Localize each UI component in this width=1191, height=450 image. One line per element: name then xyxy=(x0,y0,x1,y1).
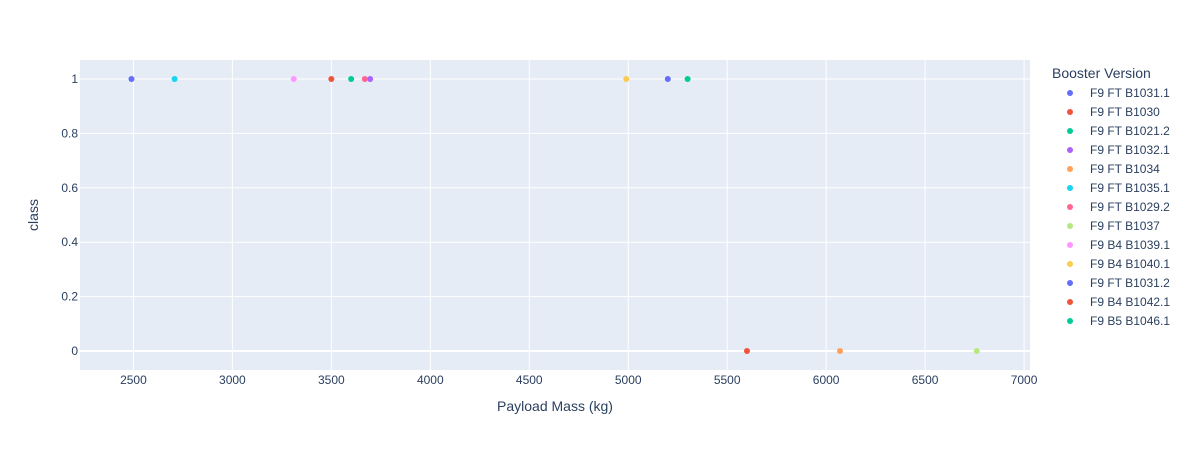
x-axis: 2500 3000 3500 4000 4500 5000 5500 6000 6500 7000 xyxy=(120,373,1038,387)
plot-area xyxy=(80,60,1030,370)
data-point[interactable] xyxy=(290,76,297,83)
data-point[interactable] xyxy=(348,76,355,83)
legend-item[interactable]: F9 FT B1030 xyxy=(1067,105,1160,119)
x-tick-label: 7000 xyxy=(1011,373,1038,387)
data-point[interactable] xyxy=(743,347,750,354)
y-axis: 0 0.2 0.4 0.6 0.8 1 xyxy=(61,72,78,358)
legend-item[interactable]: F9 FT B1035.1 xyxy=(1067,181,1170,195)
data-point[interactable] xyxy=(973,347,980,354)
data-point[interactable] xyxy=(361,76,368,83)
legend-marker xyxy=(1067,166,1073,172)
grid xyxy=(80,60,1030,370)
legend-label: F9 B4 B1042.1 xyxy=(1090,295,1170,309)
legend-label: F9 FT B1021.2 xyxy=(1090,124,1170,138)
data-point[interactable] xyxy=(171,76,178,83)
y-tick-label: 1 xyxy=(71,72,78,86)
legend-label: F9 FT B1029.2 xyxy=(1090,200,1170,214)
legend-marker xyxy=(1067,280,1073,286)
legend-item[interactable]: F9 B5 B1046.1 xyxy=(1067,314,1170,328)
legend-label: F9 FT B1031.2 xyxy=(1090,276,1170,290)
x-tick-label: 2500 xyxy=(120,373,147,387)
data-point[interactable] xyxy=(367,76,374,83)
data-point[interactable] xyxy=(684,76,691,83)
legend-marker xyxy=(1067,109,1073,115)
legend-marker xyxy=(1067,204,1073,210)
y-tick-label: 0.6 xyxy=(61,181,78,195)
x-tick-label: 3500 xyxy=(318,373,345,387)
legend-item[interactable]: F9 FT B1031.2 xyxy=(1067,276,1170,290)
legend-marker xyxy=(1067,242,1073,248)
data-point[interactable] xyxy=(128,76,135,83)
legend-item[interactable]: F9 FT B1021.2 xyxy=(1067,124,1170,138)
legend-item[interactable]: F9 B4 B1040.1 xyxy=(1067,257,1170,271)
y-tick-label: 0.8 xyxy=(61,126,78,140)
legend-label: F9 FT B1034 xyxy=(1090,162,1160,176)
legend-marker xyxy=(1067,128,1073,134)
legend-marker xyxy=(1067,147,1073,153)
y-axis-title: class xyxy=(25,199,41,231)
legend-label: F9 FT B1031.1 xyxy=(1090,86,1170,100)
legend-label: F9 FT B1032.1 xyxy=(1090,143,1170,157)
legend-marker xyxy=(1067,90,1073,96)
data-point[interactable] xyxy=(328,76,335,83)
legend-marker xyxy=(1067,185,1073,191)
legend-label: F9 B4 B1040.1 xyxy=(1090,257,1170,271)
x-tick-label: 5000 xyxy=(615,373,642,387)
legend-marker xyxy=(1067,261,1073,267)
legend-marker xyxy=(1067,318,1073,324)
x-tick-label: 5500 xyxy=(714,373,741,387)
y-tick-label: 0.4 xyxy=(61,235,78,249)
legend-label: F9 FT B1035.1 xyxy=(1090,181,1170,195)
legend[interactable]: F9 FT B1031.1 F9 FT B1030 F9 FT B1021.2 F9 … xyxy=(1067,86,1170,328)
x-tick-label: 3000 xyxy=(219,373,246,387)
legend-item[interactable]: F9 B4 B1039.1 xyxy=(1067,238,1170,252)
legend-marker xyxy=(1067,223,1073,229)
legend-item[interactable]: F9 FT B1032.1 xyxy=(1067,143,1170,157)
x-tick-label: 6000 xyxy=(813,373,840,387)
data-point[interactable] xyxy=(623,76,630,83)
data-points xyxy=(128,76,980,354)
legend-label: F9 B5 B1046.1 xyxy=(1090,314,1170,328)
data-point[interactable] xyxy=(664,76,671,83)
x-axis-title: Payload Mass (kg) xyxy=(497,398,613,414)
legend-label: F9 B4 B1039.1 xyxy=(1090,238,1170,252)
y-tick-label: 0 xyxy=(71,344,78,358)
legend-item[interactable]: F9 FT B1034 xyxy=(1067,162,1160,176)
legend-marker xyxy=(1067,299,1073,305)
legend-item[interactable]: F9 FT B1037 xyxy=(1067,219,1160,233)
legend-item[interactable]: F9 B4 B1042.1 xyxy=(1067,295,1170,309)
legend-item[interactable]: F9 FT B1031.1 xyxy=(1067,86,1170,100)
x-tick-label: 4500 xyxy=(516,373,543,387)
data-point[interactable] xyxy=(837,347,843,354)
x-tick-label: 6500 xyxy=(912,373,939,387)
legend-label: F9 FT B1037 xyxy=(1090,219,1160,233)
legend-title: Booster Version xyxy=(1052,65,1151,81)
y-tick-label: 0.2 xyxy=(61,290,78,304)
legend-label: F9 FT B1030 xyxy=(1090,105,1160,119)
legend-item[interactable]: F9 FT B1029.2 xyxy=(1067,200,1170,214)
x-tick-label: 4000 xyxy=(417,373,444,387)
